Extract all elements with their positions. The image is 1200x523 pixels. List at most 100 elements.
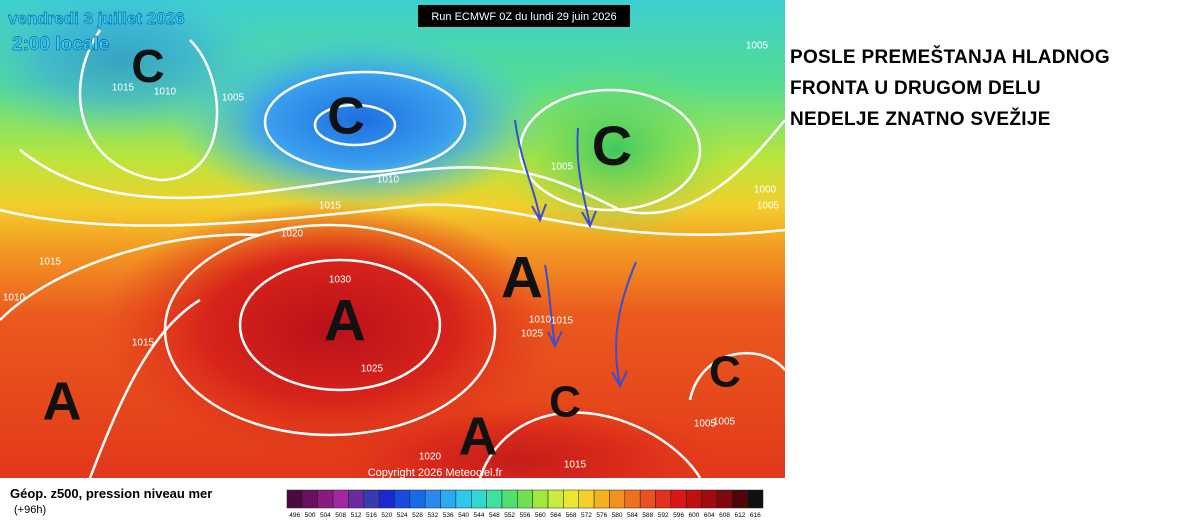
scale-swatch [547, 489, 564, 509]
scale-swatch [501, 489, 518, 509]
scale-swatch [624, 489, 641, 509]
pressure-center: A [324, 288, 366, 353]
scale-label: 576 [596, 512, 607, 519]
scale-label: 508 [335, 512, 346, 519]
arrow [544, 264, 563, 349]
scale-label: 516 [366, 512, 377, 519]
isobar-label: 1030 [329, 275, 352, 286]
isobar-label: 1010 [3, 293, 26, 304]
scale-label: 528 [412, 512, 423, 519]
scale-label: 596 [673, 512, 684, 519]
scale-swatch [363, 489, 380, 509]
scale-label: 540 [458, 512, 469, 519]
pressure-center: C [131, 40, 164, 92]
scale-swatch [471, 489, 487, 509]
copyright: Copyright 2026 Meteociel.fr [368, 467, 503, 478]
scale-swatch [409, 489, 426, 509]
isobar-label: 1005 [757, 201, 780, 212]
isobar [0, 233, 261, 321]
scale-label: 580 [612, 512, 623, 519]
time-label: 2:00 locale [12, 34, 109, 55]
pressure-center: A [43, 371, 82, 431]
isobar-label: 1015 [319, 201, 342, 212]
scale-swatch [732, 489, 748, 509]
run-banner [418, 5, 630, 27]
isobar-label: 1005 [694, 419, 717, 430]
scale-label: 588 [642, 512, 653, 519]
pressure-center: A [501, 245, 543, 310]
legend-title: Géop. z500, pression niveau mer [10, 486, 213, 501]
isobar-label: 1015 [132, 338, 155, 349]
scale-swatch [578, 489, 595, 509]
pressure-center: A [459, 406, 498, 466]
scale-swatch [609, 489, 626, 509]
arrow [576, 127, 597, 229]
scale-label: 544 [474, 512, 485, 519]
isobar-label: 1005 [551, 162, 574, 173]
isobar [313, 103, 397, 147]
scale-swatch [455, 489, 472, 509]
caption-line: NEDELJE ZNATNO SVEŽIJE [790, 109, 1051, 130]
front-arrows [514, 119, 637, 389]
scale-label: 608 [719, 512, 730, 519]
arrow [514, 119, 547, 223]
date-label: vendredi 3 juillet 2026 [8, 9, 185, 28]
scale-swatch [655, 489, 672, 509]
scale-label: 604 [704, 512, 715, 519]
scale-label: 560 [535, 512, 546, 519]
scale-label: 496 [289, 512, 300, 519]
isobar-label: 1005 [713, 417, 736, 428]
scale-swatch [701, 489, 718, 509]
scale-swatch [394, 489, 411, 509]
scale-label: 536 [443, 512, 454, 519]
forecast-map: Run ECMWF 0Z du lundi 29 juin 2026 vendr… [0, 0, 785, 478]
isobar-label: 1025 [521, 329, 544, 340]
isobar-label: 1015 [112, 83, 135, 94]
pressure-center: C [549, 378, 581, 427]
isobar-label: 1015 [39, 257, 62, 268]
pressure-center: C [327, 88, 365, 146]
isobar [478, 411, 702, 478]
scale-swatch [532, 489, 549, 509]
isobar-label: 1010 [377, 175, 400, 186]
scale-label: 500 [305, 512, 316, 519]
scale-label: 520 [381, 512, 392, 519]
scale-label: 504 [320, 512, 331, 519]
caption-line: POSLE PREMEŠTANJA HLADNOG [790, 47, 1110, 68]
scale-swatch [747, 489, 764, 509]
isobar-label: 1005 [746, 41, 769, 52]
isobar-label: 1015 [564, 460, 587, 471]
scale-label: 600 [688, 512, 699, 519]
pressure-center: C [709, 348, 741, 397]
arrow [611, 261, 637, 389]
scale-label: 568 [566, 512, 577, 519]
scale-swatch [517, 489, 533, 509]
run-label: Run ECMWF 0Z du lundi 29 juin 2026 [431, 11, 616, 23]
cool-area [495, 60, 735, 240]
scale-label: 592 [658, 512, 669, 519]
isobar-label: 1015 [551, 316, 574, 327]
isobar [19, 119, 785, 215]
isobar-label: 1025 [361, 364, 384, 375]
scale-swatch [332, 489, 349, 509]
scale-swatch [716, 489, 733, 509]
scale-label: 584 [627, 512, 638, 519]
isobar-label: 1010 [154, 87, 177, 98]
isobars [0, 29, 785, 478]
warm-area [100, 200, 560, 460]
scale-swatch [685, 489, 702, 509]
scale-label: 616 [750, 512, 761, 519]
scale-swatch [670, 489, 687, 509]
scale-label: 524 [397, 512, 408, 519]
isobar [688, 351, 785, 401]
scale-label: 548 [489, 512, 500, 519]
caption-line: FRONTA U DRUGOM DELU [790, 78, 1041, 99]
isobar [263, 70, 467, 174]
cold-area [0, 0, 280, 140]
isobar-label: 1020 [419, 452, 442, 463]
scale-label: 552 [504, 512, 515, 519]
isobar-label: 1010 [529, 315, 552, 326]
scale-label: 532 [427, 512, 438, 519]
isobar [0, 203, 785, 236]
scale-swatch [424, 489, 441, 509]
